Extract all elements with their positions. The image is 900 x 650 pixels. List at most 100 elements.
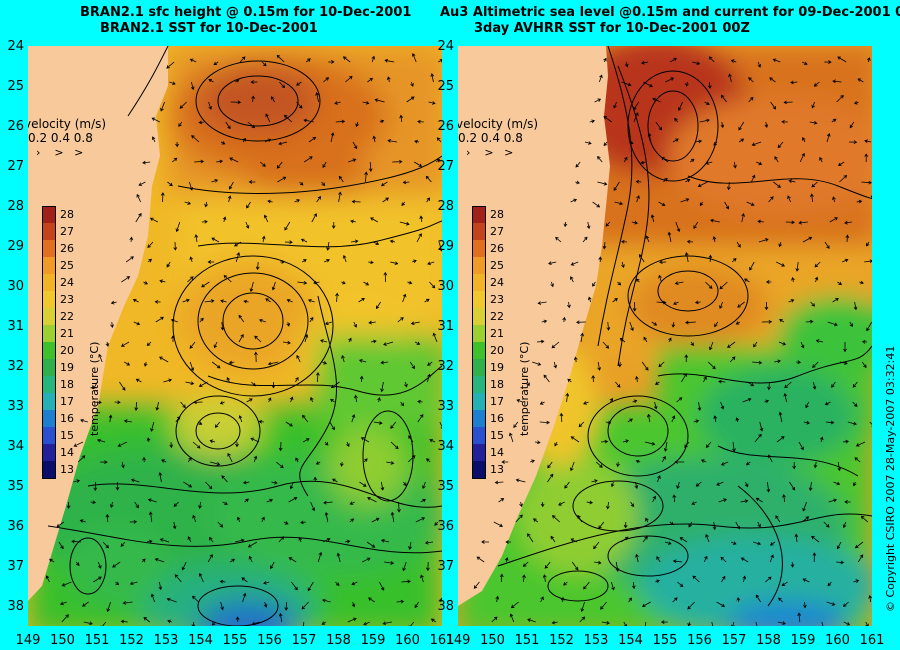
velocity-arrow	[632, 301, 637, 312]
velocity-arrow	[580, 332, 584, 343]
velocity-arrow	[560, 596, 565, 603]
velocity-arrow	[387, 139, 398, 143]
velocity-arrow	[836, 541, 842, 550]
velocity-arrow	[848, 140, 858, 145]
velocity-arrow	[842, 258, 849, 263]
velocity-arrow	[267, 361, 279, 366]
velocity-arrow	[310, 396, 314, 403]
velocity-arrow	[551, 515, 561, 523]
velocity-arrow	[166, 261, 171, 268]
velocity-arrow	[271, 480, 278, 485]
velocity-arrow	[276, 161, 283, 169]
velocity-arrow	[299, 181, 304, 186]
velocity-arrow	[342, 56, 351, 63]
velocity-arrow	[843, 621, 851, 626]
velocity-arrow	[688, 521, 693, 528]
colorbar-swatch	[472, 359, 486, 376]
velocity-arrow	[676, 481, 680, 490]
velocity-arrow	[172, 521, 177, 530]
velocity-arrow	[285, 421, 293, 427]
velocity-arrow	[198, 120, 204, 125]
velocity-arrow	[183, 481, 193, 488]
velocity-arrow	[121, 276, 131, 283]
right-lat-label: 25	[437, 79, 454, 94]
velocity-arrow	[133, 321, 141, 326]
velocity-arrow	[185, 381, 195, 386]
velocity-arrow	[61, 581, 72, 587]
velocity-arrow	[397, 317, 404, 323]
velocity-arrow	[551, 341, 560, 349]
velocity-arrow	[124, 361, 131, 366]
velocity-arrow	[194, 234, 199, 243]
colorbar-swatch	[472, 206, 486, 224]
velocity-arrow	[775, 515, 781, 523]
velocity-arrow	[277, 176, 287, 183]
velocity-arrow	[211, 237, 220, 243]
colorbar-label: 26	[490, 242, 504, 255]
velocity-arrow	[720, 556, 727, 563]
velocity-arrow	[716, 601, 726, 607]
velocity-arrow	[238, 415, 243, 423]
velocity-arrow	[217, 521, 224, 528]
velocity-arrow	[158, 472, 163, 483]
velocity-arrow	[296, 354, 301, 363]
velocity-arrow	[669, 521, 674, 526]
velocity-arrow	[213, 341, 218, 349]
velocity-arrow	[663, 177, 668, 183]
velocity-arrow	[712, 236, 717, 243]
velocity-arrow	[194, 159, 205, 164]
velocity-arrow	[728, 73, 732, 83]
velocity-arrow	[832, 79, 842, 84]
velocity-arrow	[770, 101, 777, 110]
velocity-arrow	[211, 361, 221, 369]
colorbar-label: 14	[60, 446, 74, 459]
velocity-arrow	[189, 181, 193, 191]
velocity-arrow	[347, 617, 357, 623]
velocity-arrow	[537, 301, 547, 305]
velocity-arrow	[844, 220, 852, 225]
colorbar-swatch	[472, 223, 486, 240]
velocity-arrow	[598, 256, 603, 263]
velocity-arrow	[707, 81, 712, 89]
velocity-arrow	[83, 621, 93, 626]
velocity-arrow	[295, 457, 299, 463]
velocity-arrow	[424, 540, 434, 545]
velocity-arrow	[208, 79, 214, 83]
velocity-arrow	[699, 118, 710, 123]
velocity-arrow	[368, 161, 373, 172]
velocity-arrow	[753, 341, 758, 348]
velocity-arrow	[615, 561, 620, 572]
velocity-arrow	[853, 100, 859, 105]
velocity-arrow	[735, 321, 741, 325]
velocity-arrow	[315, 461, 321, 465]
velocity-arrow	[730, 541, 737, 545]
velocity-arrow	[49, 558, 55, 563]
velocity-arrow	[550, 281, 554, 288]
velocity-arrow	[265, 113, 271, 123]
velocity-arrow	[234, 241, 242, 247]
velocity-arrow	[757, 219, 764, 224]
velocity-arrow	[798, 441, 804, 451]
velocity-arrow	[426, 561, 430, 572]
velocity-arrow	[776, 261, 786, 267]
velocity-arrow	[703, 376, 707, 383]
velocity-arrow	[430, 618, 437, 623]
velocity-arrow	[586, 221, 591, 230]
velocity-arrow	[280, 260, 285, 264]
velocity-arrow	[289, 481, 294, 490]
colorbar-swatch	[42, 342, 56, 359]
velocity-arrow	[220, 321, 225, 331]
velocity-arrow	[809, 120, 818, 125]
velocity-arrow	[201, 219, 208, 224]
velocity-arrow	[839, 174, 848, 183]
velocity-arrow	[382, 197, 390, 203]
velocity-arrow	[227, 195, 232, 203]
velocity-arrow	[597, 156, 603, 163]
velocity-arrow	[424, 298, 430, 303]
velocity-arrow	[399, 114, 404, 123]
velocity-arrow	[788, 299, 795, 303]
velocity-arrow	[605, 221, 611, 227]
velocity-arrow	[643, 81, 653, 88]
velocity-arrow	[305, 58, 311, 63]
velocity-arrow	[510, 601, 519, 609]
